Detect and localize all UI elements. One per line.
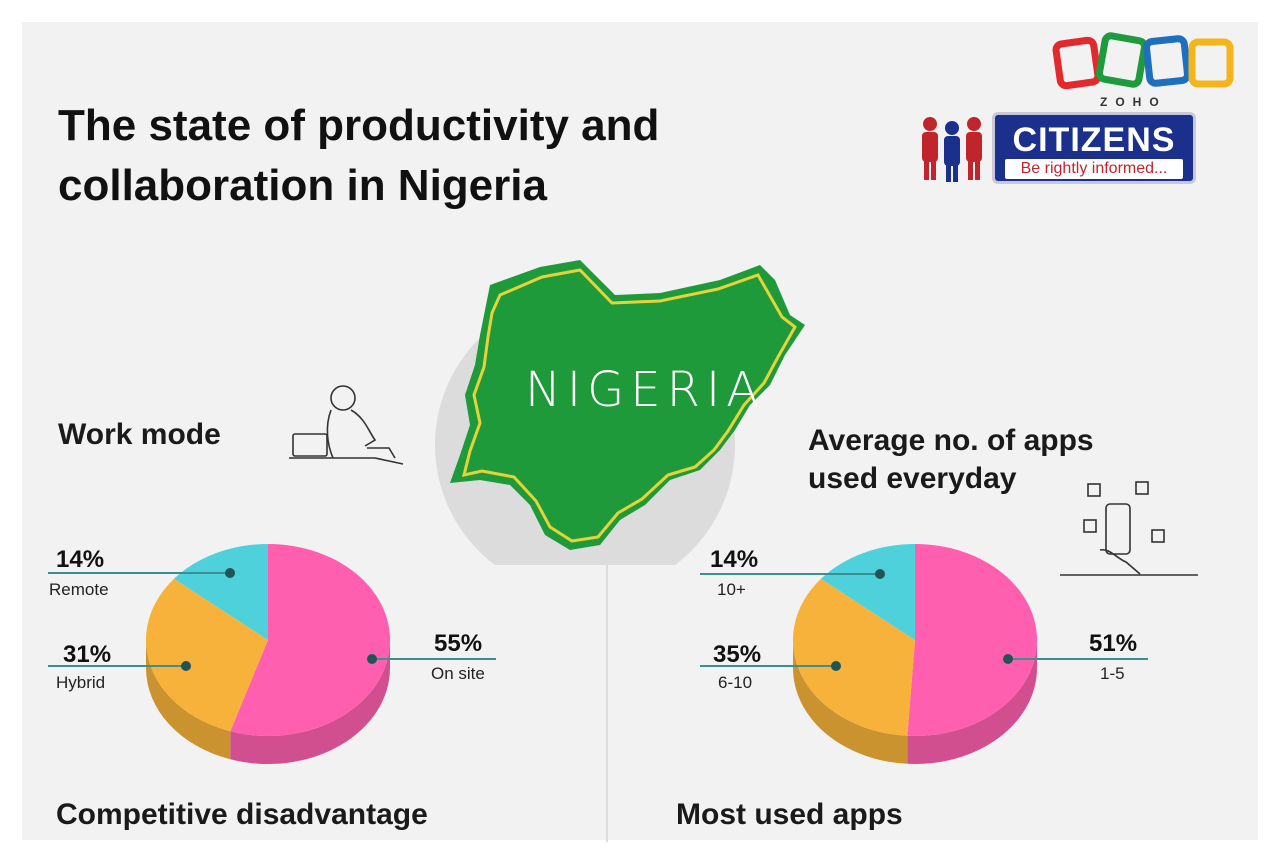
pie1-dot-remote <box>225 568 235 578</box>
section-work-mode: Work mode <box>58 418 221 451</box>
citizens-logo: CITIZENS Be rightly informed... <box>992 112 1196 184</box>
pie1-label-hybrid: Hybrid <box>56 673 106 692</box>
citizens-tagline: Be rightly informed... <box>1005 159 1183 179</box>
pie1-connector-onsite <box>372 658 496 660</box>
column-divider <box>606 560 608 842</box>
pie1-label-onsite-value: 55% <box>434 630 483 657</box>
pie1-label-remote-value: 14% <box>56 546 105 573</box>
pie2-label-1to5-value: 51% <box>1089 630 1138 657</box>
pie2-connector-10plus <box>700 573 880 575</box>
pie2-connector-1to5 <box>1008 658 1148 660</box>
citizens-wordmark: CITIZENS <box>1012 121 1176 159</box>
pie2-label-10plus: 10+ <box>717 580 746 599</box>
section-most-used-apps: Most used apps <box>676 798 903 831</box>
section-apps-line-2: used everyday <box>808 462 1017 495</box>
pie2-dot-10plus <box>875 569 885 579</box>
pie2-dot-6to10 <box>831 661 841 671</box>
pie2-label-10plus-value: 14% <box>710 546 759 573</box>
pie2-dot-1to5 <box>1003 654 1013 664</box>
person-at-laptop-icon <box>289 385 404 465</box>
page-title-line-1: The state of productivity and <box>58 101 660 150</box>
nigeria-map-icon <box>435 260 805 565</box>
pie1-connector-remote <box>48 572 230 574</box>
pie1-dot-hybrid <box>181 661 191 671</box>
pie1-connector-hybrid <box>48 665 186 667</box>
citizens-people-icon <box>922 117 982 182</box>
section-apps-line-1: Average no. of apps <box>808 424 1094 457</box>
section-competitive-disadvantage: Competitive disadvantage <box>56 798 428 831</box>
pie2-label-1to5: 1-5 <box>1100 664 1125 683</box>
phone-apps-icon <box>1060 481 1198 576</box>
pie2-connector-6to10 <box>700 665 836 667</box>
pie2-label-6to10: 6-10 <box>718 673 753 692</box>
page-title-line-2: collaboration in Nigeria <box>58 161 547 210</box>
pie1-label-onsite: On site <box>431 664 485 683</box>
pie2-label-6to10-value: 35% <box>713 641 762 668</box>
pie1-label-hybrid-value: 31% <box>63 641 112 668</box>
pie1-label-remote: Remote <box>49 580 109 599</box>
map-label: NIGERIA <box>525 362 765 418</box>
zoho-wordmark: ZOHO <box>1100 95 1167 109</box>
zoho-logo-icon <box>1052 32 1234 90</box>
pie1-dot-onsite <box>367 654 377 664</box>
